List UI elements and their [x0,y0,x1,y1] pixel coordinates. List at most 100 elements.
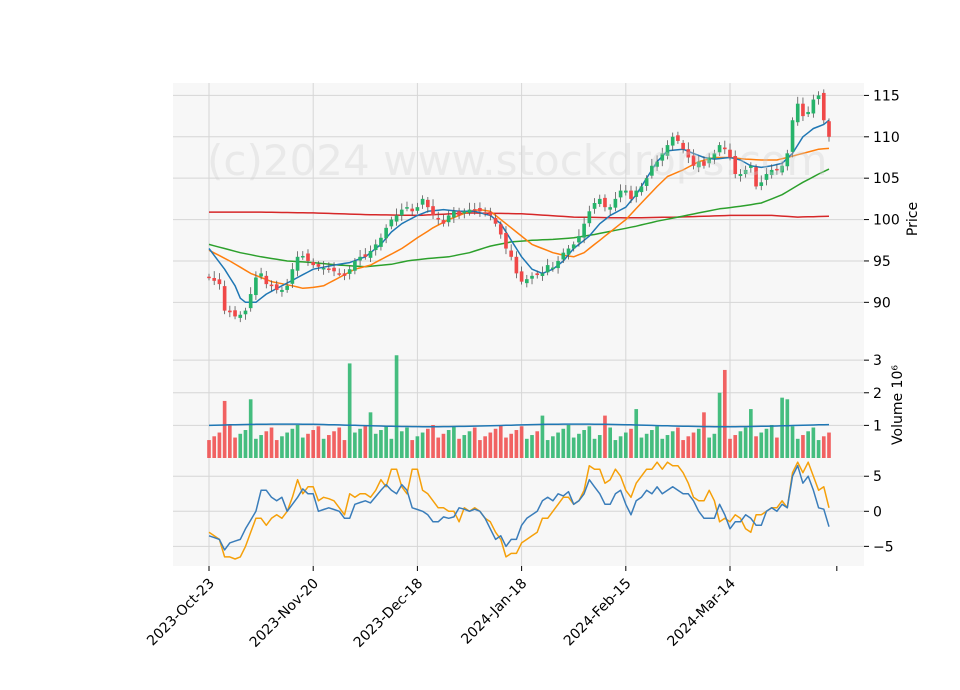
candle-body-1 [212,278,217,281]
volume-bar-33 [379,430,383,458]
candle-body-22 [321,267,326,270]
candle-body-52 [478,207,482,212]
candle-body-16 [290,269,295,284]
candle-body-20 [311,261,316,266]
candle-body-73 [587,211,592,224]
volume-bar-66 [551,436,555,458]
candle-body-111 [785,153,790,167]
volume-bar-2 [217,432,222,458]
candle-body-64 [540,273,545,277]
candle-body-44 [436,217,441,220]
volume-bar-98 [717,392,722,458]
volume-bar-0 [207,440,211,458]
candle-body-30 [363,254,368,257]
candle-body-46 [446,215,451,223]
volume-bar-85 [650,430,654,458]
candle-body-26 [342,273,347,276]
x-tick-label-5: 2024-Mar-14 [665,575,739,649]
volume-ytick-label-1: 2 [873,386,882,402]
oscillator-ytick-label-0: −5 [873,539,894,555]
volume-bar-10 [259,435,263,458]
candle-body-113 [795,103,800,123]
volume-bar-38 [405,427,409,458]
volume-bar-16 [290,428,295,458]
volume-bar-1 [212,436,217,458]
volume-bar-74 [592,438,597,458]
volume-bar-18 [300,437,305,458]
volume-bar-92 [686,436,691,458]
candle-body-45 [441,220,446,224]
volume-bar-31 [368,412,373,458]
candle-body-86 [655,161,659,167]
volume-bar-84 [644,433,649,458]
candle-body-69 [566,248,571,255]
candle-body-58 [509,250,514,257]
candle-body-119 [827,121,831,137]
candle-body-55 [493,217,498,224]
volume-bar-94 [696,428,701,458]
volume-bar-55 [493,428,498,458]
candle-body-80 [623,190,628,193]
candle-body-78 [613,198,618,208]
candle-body-2 [217,279,222,285]
volume-bar-54 [488,432,493,458]
volume-bar-102 [738,431,743,458]
volume-bar-72 [582,430,586,458]
volume-bar-36 [394,355,399,458]
x-tick-label-1: 2023-Nov-20 [247,576,322,651]
candle-body-94 [696,161,701,168]
candle-body-48 [457,211,461,216]
volume-panel: 1 2 3 [173,352,882,458]
volume-bar-57 [504,437,508,458]
volume-bar-86 [655,426,659,458]
candle-body-36 [394,215,399,222]
sma-long-line [209,211,830,219]
volume-bar-22 [321,438,326,458]
volume-bar-118 [821,436,826,458]
candle-body-76 [603,197,607,208]
candle-body-23 [327,268,331,270]
candle-body-98 [717,145,722,153]
candle-body-117 [816,95,821,100]
volume-bar-76 [603,415,607,458]
candle-body-109 [775,168,779,171]
candle-body-99 [722,147,727,150]
volume-bar-79 [618,436,623,458]
candle-body-50 [467,209,472,213]
volume-bar-52 [478,440,482,458]
candle-body-56 [498,224,503,235]
candle-body-63 [535,273,540,276]
candle-body-51 [472,209,477,211]
candle-body-68 [561,252,566,260]
volume-bar-51 [472,427,477,458]
volume-ma-line [208,423,830,428]
volume-bar-68 [561,428,566,458]
volume-bar-88 [665,435,670,458]
candle-body-70 [571,244,576,249]
candle-body-90 [676,135,680,141]
candle-body-92 [686,149,691,158]
volume-bar-20 [311,430,316,458]
volume-bar-34 [384,426,388,458]
candle-body-4 [228,310,232,313]
volume-bar-6 [238,433,243,458]
volume-bar-101 [733,435,738,458]
volume-bar-37 [399,431,404,458]
candle-body-3 [222,286,227,311]
candle-body-24 [332,267,336,272]
oscillator-line-1 [208,464,830,551]
volume-bar-40 [415,436,420,458]
price-background [173,83,864,352]
candle-body-33 [379,237,383,247]
volume-bar-4 [228,425,232,458]
volume-bar-43 [431,425,435,458]
x-tick-label-2: 2023-Dec-18 [351,576,426,651]
candle-body-9 [254,277,258,296]
volume-ytick-label-0: 1 [873,418,882,434]
volume-bar-117 [816,440,821,458]
candle-body-53 [483,212,487,214]
candle-body-7 [243,310,248,315]
candle-body-31 [368,251,373,258]
volume-bar-49 [462,435,467,458]
volume-bar-8 [248,399,253,458]
